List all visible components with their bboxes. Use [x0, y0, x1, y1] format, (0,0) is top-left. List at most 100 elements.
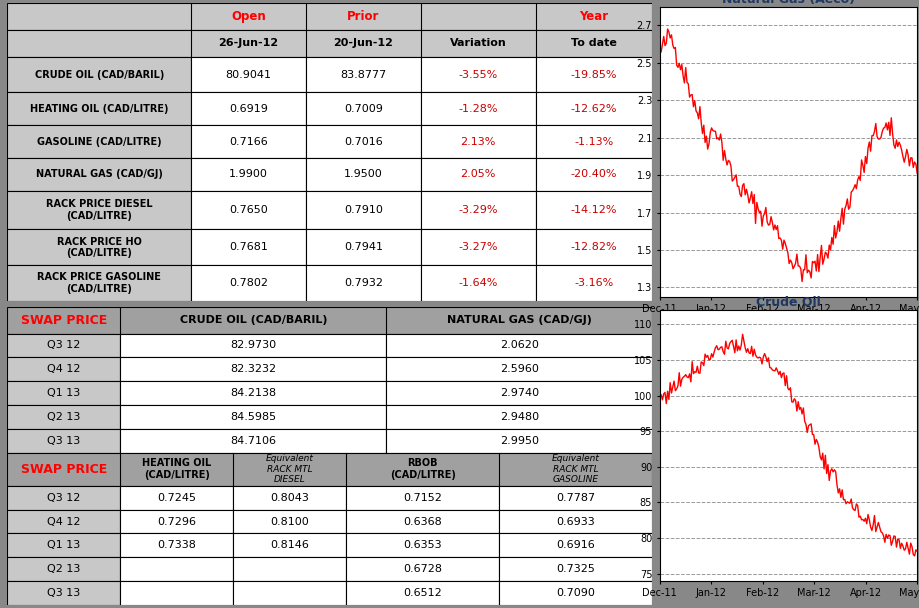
Bar	[7, 334, 120, 358]
Bar	[191, 125, 306, 158]
Text: CRUDE OIL (CAD/BARIL): CRUDE OIL (CAD/BARIL)	[179, 316, 327, 325]
Text: Q1 13: Q1 13	[47, 388, 81, 398]
Text: -1.13%: -1.13%	[574, 137, 614, 147]
Bar	[536, 158, 652, 191]
Text: 2.9950: 2.9950	[500, 436, 539, 446]
Text: 1.9900: 1.9900	[229, 170, 268, 179]
Text: 0.6916: 0.6916	[557, 541, 596, 550]
Bar	[386, 358, 652, 381]
Bar	[120, 405, 386, 429]
Bar	[7, 358, 120, 381]
Bar	[7, 453, 652, 486]
Bar	[421, 229, 536, 265]
Bar	[499, 486, 652, 510]
Text: 0.6933: 0.6933	[557, 517, 596, 527]
Bar	[421, 191, 536, 229]
Bar	[7, 307, 652, 334]
Text: 84.5985: 84.5985	[231, 412, 277, 422]
Text: 0.6353: 0.6353	[403, 541, 442, 550]
Text: 84.7106: 84.7106	[231, 436, 277, 446]
Bar	[536, 57, 652, 92]
Text: 0.7338: 0.7338	[157, 541, 196, 550]
Bar	[421, 158, 536, 191]
Bar	[191, 265, 306, 301]
Text: 0.7681: 0.7681	[229, 243, 268, 252]
Bar	[120, 334, 386, 358]
Bar	[120, 358, 386, 381]
Text: -3.27%: -3.27%	[459, 243, 498, 252]
Bar	[386, 405, 652, 429]
Bar	[7, 158, 191, 191]
Bar	[306, 265, 421, 301]
Bar	[7, 92, 191, 125]
Text: Q3 13: Q3 13	[47, 588, 81, 598]
Text: Prior: Prior	[347, 10, 380, 23]
Text: 0.7166: 0.7166	[229, 137, 268, 147]
Text: Q2 13: Q2 13	[47, 564, 81, 574]
Bar	[7, 57, 191, 92]
Bar	[7, 229, 191, 265]
Bar	[233, 581, 346, 605]
Bar	[306, 92, 421, 125]
Text: -20.40%: -20.40%	[571, 170, 618, 179]
Text: RACK PRICE HO
(CAD/LITRE): RACK PRICE HO (CAD/LITRE)	[57, 237, 142, 258]
Bar	[120, 429, 386, 453]
Text: 0.7152: 0.7152	[403, 492, 442, 503]
Text: Open: Open	[232, 10, 266, 23]
Text: 2.9740: 2.9740	[500, 388, 539, 398]
Bar	[346, 581, 499, 605]
Text: 2.9480: 2.9480	[500, 412, 539, 422]
Bar	[386, 381, 652, 405]
Bar	[421, 125, 536, 158]
Text: RACK PRICE GASOLINE
(CAD/LITRE): RACK PRICE GASOLINE (CAD/LITRE)	[38, 272, 161, 294]
Text: 0.7009: 0.7009	[344, 104, 383, 114]
Text: 84.2138: 84.2138	[231, 388, 277, 398]
Bar	[306, 125, 421, 158]
Text: -19.85%: -19.85%	[571, 69, 618, 80]
Bar	[536, 191, 652, 229]
Text: 0.6919: 0.6919	[229, 104, 268, 114]
Text: 2.0620: 2.0620	[500, 340, 539, 350]
Bar	[120, 581, 233, 605]
Bar	[7, 558, 120, 581]
Text: To date: To date	[572, 38, 617, 48]
Text: 0.7941: 0.7941	[344, 243, 383, 252]
Text: 82.3232: 82.3232	[231, 364, 277, 375]
Bar	[421, 57, 536, 92]
Text: 0.7910: 0.7910	[344, 205, 383, 215]
Text: Equivalent
RACK MTL
DIESEL: Equivalent RACK MTL DIESEL	[266, 454, 313, 484]
Bar	[233, 486, 346, 510]
Bar	[191, 158, 306, 191]
Bar	[536, 265, 652, 301]
Bar	[386, 334, 652, 358]
Text: 0.7650: 0.7650	[229, 205, 268, 215]
Text: 0.6512: 0.6512	[403, 588, 442, 598]
Text: 26-Jun-12: 26-Jun-12	[219, 38, 278, 48]
Bar	[120, 486, 233, 510]
Bar	[421, 265, 536, 301]
Text: SWAP PRICE: SWAP PRICE	[20, 463, 107, 475]
Text: 2.5960: 2.5960	[500, 364, 539, 375]
Bar	[233, 533, 346, 558]
Text: -12.62%: -12.62%	[571, 104, 618, 114]
Text: 0.7787: 0.7787	[556, 492, 596, 503]
Text: RACK PRICE DIESEL
(CAD/LITRE): RACK PRICE DIESEL (CAD/LITRE)	[46, 199, 153, 221]
Bar	[191, 191, 306, 229]
Text: 2.05%: 2.05%	[460, 170, 496, 179]
Text: -3.55%: -3.55%	[459, 69, 498, 80]
Text: 83.8777: 83.8777	[340, 69, 387, 80]
Text: 82.9730: 82.9730	[231, 340, 277, 350]
Bar	[306, 158, 421, 191]
Bar	[346, 558, 499, 581]
Bar	[7, 265, 191, 301]
Bar	[306, 57, 421, 92]
Text: Equivalent
RACK MTL
GASOLINE: Equivalent RACK MTL GASOLINE	[552, 454, 600, 484]
Text: 2.13%: 2.13%	[460, 137, 496, 147]
Title: Crude Oil: Crude Oil	[756, 296, 821, 309]
Bar	[499, 533, 652, 558]
Bar	[346, 486, 499, 510]
Text: HEATING OIL
(CAD/LITRE): HEATING OIL (CAD/LITRE)	[142, 458, 211, 480]
Bar	[233, 558, 346, 581]
Text: -3.16%: -3.16%	[574, 278, 614, 288]
Bar	[120, 510, 233, 533]
